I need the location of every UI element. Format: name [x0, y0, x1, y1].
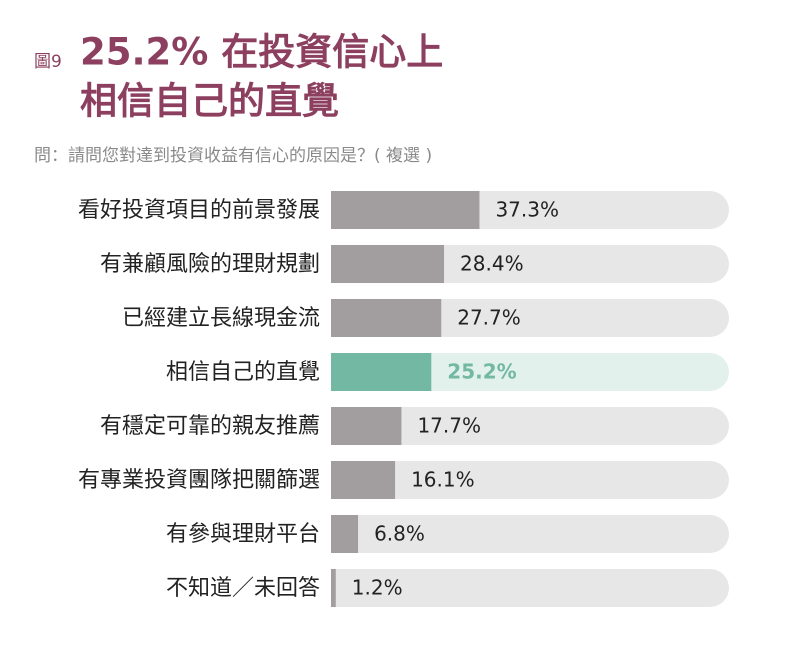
value-label: 27.7%	[457, 306, 521, 330]
bar-track	[331, 461, 729, 499]
value-label: 37.3%	[495, 198, 559, 222]
bar-track	[331, 407, 729, 445]
category-label: 不知道／未回答	[166, 576, 320, 601]
bar-track-left	[331, 569, 369, 607]
chart-title: 25.2% 在投資信心上	[80, 31, 443, 74]
category-label: 有參與理財平台	[166, 522, 320, 547]
category-label: 有穩定可靠的親友推薦	[100, 414, 320, 439]
value-label: 17.7%	[417, 414, 481, 438]
value-label: 25.2%	[447, 360, 516, 384]
value-label: 6.8%	[374, 522, 425, 546]
chart-title: 相信自己的直覺	[80, 80, 339, 123]
bar	[331, 461, 396, 499]
bar	[331, 515, 359, 553]
category-label: 有兼顧風險的理財規劃	[100, 252, 320, 277]
category-label: 有專業投資團隊把關篩選	[78, 468, 320, 493]
value-label: 1.2%	[352, 576, 403, 600]
bar	[331, 299, 442, 337]
value-label: 16.1%	[411, 468, 475, 492]
chart-subtitle: 問：請問您對達到投資收益有信心的原因是？( 複選 )	[34, 146, 432, 166]
category-label: 看好投資項目的前景發展	[78, 198, 320, 223]
value-label: 28.4%	[460, 252, 524, 276]
bar	[331, 407, 402, 445]
figure-label: 圖9	[34, 52, 62, 72]
bar	[331, 569, 336, 607]
bar	[331, 191, 480, 229]
category-label: 已經建立長線現金流	[122, 306, 320, 331]
bar	[331, 353, 432, 391]
bar	[331, 245, 445, 283]
bar-track	[331, 569, 729, 607]
bar-track	[331, 515, 729, 553]
category-label: 相信自己的直覺	[166, 360, 320, 385]
